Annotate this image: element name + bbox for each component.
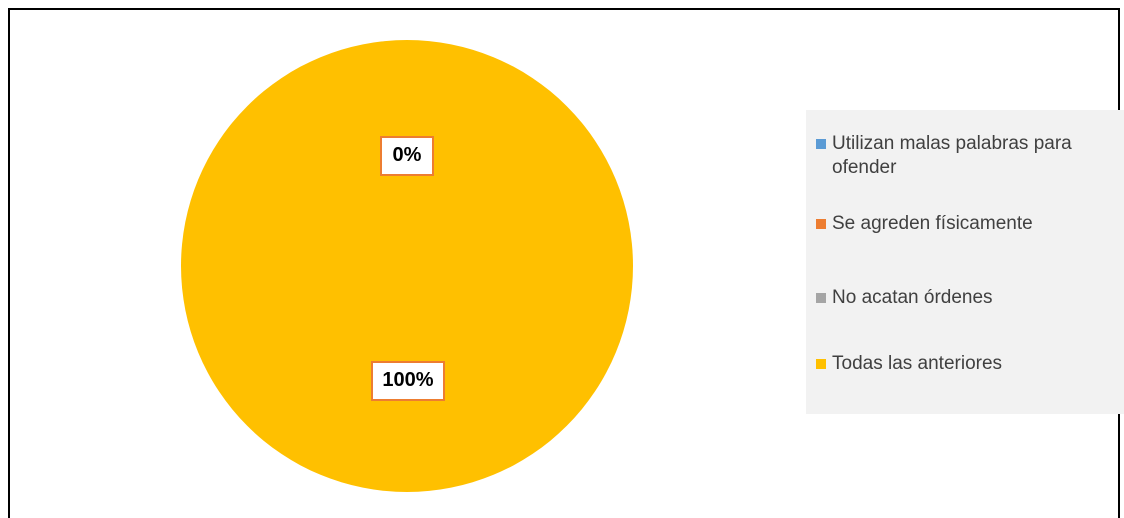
legend-item-utilizan-malas-palabras: Utilizan malas palabras para ofender <box>816 132 1124 212</box>
legend-item-todas-las-anteriores: Todas las anteriores <box>816 352 1124 376</box>
data-label-todas-las-anteriores: 100% <box>371 361 445 401</box>
pie-slice-todas-las-anteriores <box>181 40 633 492</box>
data-label-utilizan-malas-palabras: 0% <box>380 136 434 176</box>
legend-item-se-agreden: Se agreden físicamente <box>816 212 1124 286</box>
legend-label: No acatan órdenes <box>832 287 993 308</box>
chart-legend: Utilizan malas palabras para ofender Se … <box>806 110 1124 414</box>
legend-swatch-yellow <box>816 359 826 369</box>
legend-swatch-blue <box>816 139 826 149</box>
legend-swatch-gray <box>816 293 826 303</box>
legend-item-no-acatan: No acatan órdenes <box>816 286 1124 352</box>
legend-swatch-orange <box>816 219 826 229</box>
legend-label: Todas las anteriores <box>832 353 1003 374</box>
legend-label: Utilizan malas palabras para ofender <box>832 133 1072 178</box>
legend-label: Se agreden físicamente <box>832 213 1033 234</box>
